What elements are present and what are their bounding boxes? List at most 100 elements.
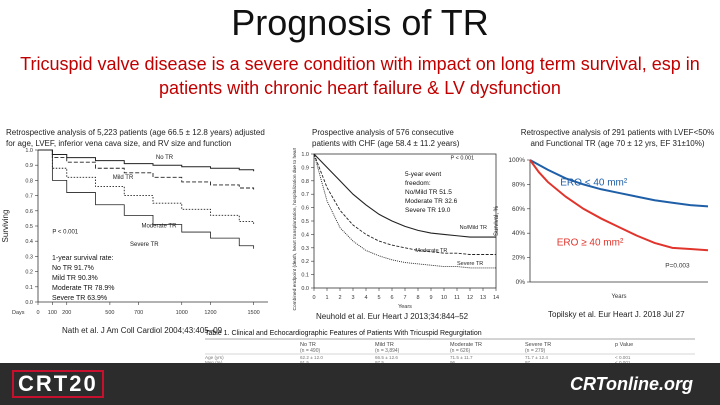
x-tick-label: 14 <box>493 295 499 301</box>
y-tick-label: 0.7 <box>25 194 33 200</box>
x-tick-label: 1500 <box>248 310 260 316</box>
x-tick-label: 4 <box>364 295 367 301</box>
y-tick-label: 1.0 <box>301 152 309 158</box>
y-axis-label: Survival, % <box>494 205 500 236</box>
x-tick-label: 3 <box>351 295 354 301</box>
table-cell: 62.2 ± 12.0 <box>300 355 323 360</box>
x-tick-label: 12 <box>467 295 473 301</box>
y-axis-label: Combined endpoint (death, heart transpla… <box>292 148 298 310</box>
footer-bar: CRT20 CRTonline.org <box>0 363 720 405</box>
event-free-curve-no-mild-tr <box>313 153 496 238</box>
right-citation: Topilsky et al. Eur Heart J. 2018 Jul 27 <box>548 310 685 319</box>
x-tick-label: 1000 <box>176 310 188 316</box>
y-tick-label: 1.0 <box>25 148 33 154</box>
series-label: Moderate TR <box>142 224 178 230</box>
left-survival-line: Moderate TR 78.9% <box>52 285 115 292</box>
left-survival-line: Severe TR 63.9% <box>52 295 108 302</box>
y-tick-label: 0.9 <box>25 163 33 169</box>
table-cell: Men (%) <box>205 360 223 363</box>
x-tick-label: 5 <box>377 295 380 301</box>
y-tick-label: 20% <box>512 255 525 262</box>
middle-survival-box: 5-year event freedom: No/Mild TR 51.5 Mo… <box>405 170 475 215</box>
y-tick-label: 0.3 <box>301 246 309 252</box>
left-survival-line: Mild TR 90.3% <box>52 275 98 282</box>
y-tick-label: 80% <box>512 181 525 188</box>
x-tick-label: 2 <box>338 295 341 301</box>
survival-curve-severe-tr <box>38 149 255 249</box>
y-tick-label: 0.5 <box>301 219 309 225</box>
y-tick-label: 0.5 <box>25 224 33 230</box>
middle-survival-line: Severe TR 19.0 <box>405 207 451 214</box>
y-axis-label: Surviving <box>1 210 10 243</box>
left-survival-box: 1-year survival rate: No TR 91.7% Mild T… <box>52 254 134 304</box>
middle-survival-line: 5-year event <box>405 171 442 178</box>
left-panel-caption: Retrospective analysis of 5,223 patients… <box>6 128 265 148</box>
y-tick-label: 0.3 <box>25 254 33 260</box>
y-tick-label: 0.9 <box>301 165 309 171</box>
table-cell: 71.5 ± 11.7 <box>450 355 473 360</box>
series-label: Moderate TR <box>415 248 447 254</box>
x-tick-label: 6 <box>390 295 393 301</box>
y-tick-label: 60% <box>512 206 525 213</box>
days-label: Days <box>12 310 25 316</box>
neuhold-survival-chart: 0.00.10.20.30.40.50.60.70.80.91.00 1 2 3 4 5 6… <box>292 148 499 310</box>
survival-curve-ero-small <box>529 159 709 208</box>
table-n: (n = 490) <box>300 348 320 354</box>
y-tick-label: 0.2 <box>301 259 309 265</box>
middle-survival-line: No/Mild TR 51.5 <box>405 189 452 196</box>
crt20-logo-text: CRT20 <box>12 370 104 398</box>
table-header: Mild TR <box>375 342 394 348</box>
table-n: (n = 279) <box>525 348 545 354</box>
x-tick-label: 500 <box>105 310 114 316</box>
survival-curve-no-tr <box>38 149 255 172</box>
table-header: No TR <box>300 342 316 348</box>
middle-citation: Neuhold et al. Eur Heart J 2013;34:844–5… <box>316 312 469 321</box>
crt20-logo: CRT20 <box>12 370 104 398</box>
x-tick-label: 200 <box>62 310 71 316</box>
middle-survival-line: freedom: <box>405 180 431 187</box>
y-tick-label: 40% <box>512 230 525 237</box>
table-cell: Age (yrs) <box>205 355 224 360</box>
series-label: ERO < 40 mm² <box>560 178 628 189</box>
table-title: Table 1. Clinical and Echocardiographic … <box>205 330 482 337</box>
table-cell: 66.5 ± 12.6 <box>375 355 398 360</box>
p-value: P < 0.001 <box>451 155 475 161</box>
table-cell: 97.5 <box>375 360 384 363</box>
topilsky-survival-chart: 0% 20% 40% 60% 80% 100% Survival, % Years ERO < … <box>494 157 709 300</box>
event-free-curve-moderate-tr <box>313 153 496 255</box>
y-tick-label: 0.4 <box>301 232 309 238</box>
survival-curve-ero-large <box>529 159 709 252</box>
nath-survival-chart: 0.0 0.1 0.2 0.3 0.4 0.5 0.6 0.7 0.8 0.9 1.0 0 100 200… <box>1 148 268 316</box>
series-label: Mild TR <box>113 175 134 181</box>
y-tick-label: 0% <box>516 279 526 286</box>
x-tick-label: 700 <box>134 310 143 316</box>
crtonline-logo-text: CRTonline.org <box>570 373 693 394</box>
table-cell: 97 <box>525 360 531 363</box>
event-free-curve-severe-tr <box>313 153 496 269</box>
table-n: (n = 626) <box>450 348 470 354</box>
y-tick-label: 0.8 <box>25 178 33 184</box>
x-tick-label: 1 <box>325 295 328 301</box>
clinical-table: No TR Mild TR Moderate TR Severe TR p Value (… <box>205 338 695 363</box>
y-tick-label: 0.1 <box>301 273 309 279</box>
crtonline-logo: CRTonline.org <box>570 372 693 396</box>
y-tick-label: 0.2 <box>25 270 33 276</box>
x-axis-label: Years <box>611 294 626 300</box>
table-cell: < 0.001 <box>615 355 631 360</box>
survival-curve-moderate-tr <box>38 149 255 225</box>
y-tick-label: 0.6 <box>301 206 309 212</box>
left-citation: Nath et al. J Am Coll Cardiol 2004;43:40… <box>62 326 223 335</box>
x-tick-label: 10 <box>441 295 447 301</box>
series-label: ERO ≥ 40 mm² <box>557 237 624 248</box>
x-tick-label: 1200 <box>204 310 216 316</box>
middle-survival-line: Moderate TR 32.6 <box>405 198 458 205</box>
left-survival-line: No TR 91.7% <box>52 265 94 272</box>
table-cell: 91.5 <box>300 360 309 363</box>
series-label: Severe TR <box>457 261 483 267</box>
table-header: Moderate TR <box>450 342 482 348</box>
table-header: p Value <box>615 342 633 348</box>
y-tick-label: 0.0 <box>25 300 33 306</box>
x-tick-label: 9 <box>429 295 432 301</box>
y-tick-label: 0.8 <box>301 179 309 185</box>
y-tick-label: 0.0 <box>301 286 309 292</box>
